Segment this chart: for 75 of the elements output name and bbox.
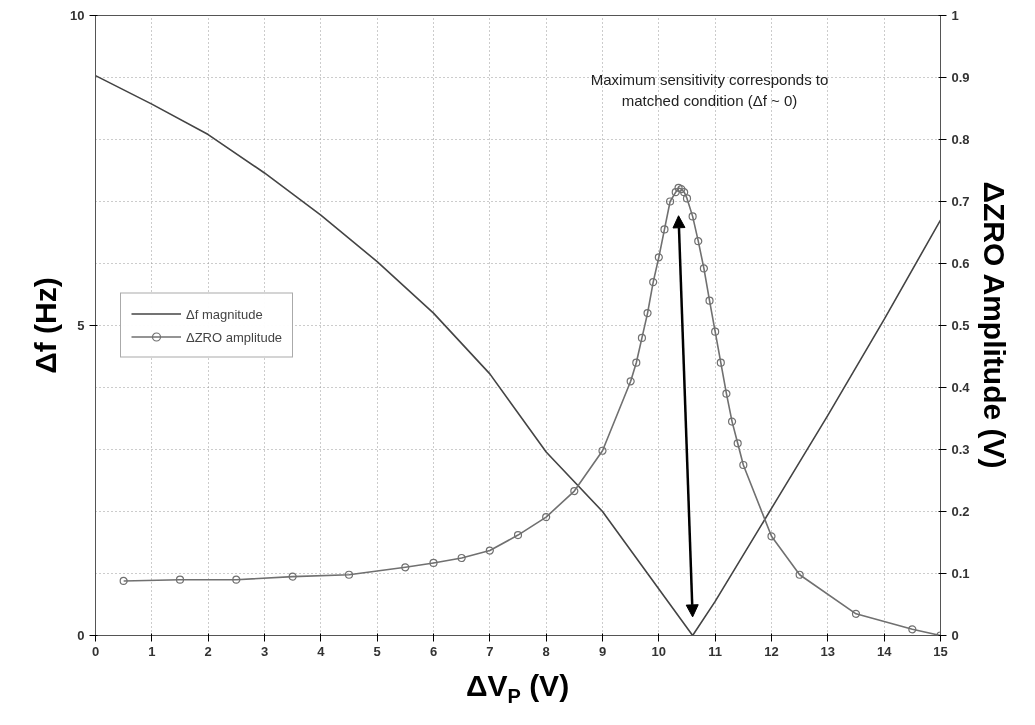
x-tick-label: 3 — [260, 643, 269, 659]
point — [666, 197, 675, 206]
point — [429, 558, 438, 568]
point — [674, 183, 683, 192]
x-tick-label: 1 — [148, 643, 156, 659]
point — [632, 358, 641, 367]
x-tick-label: 9 — [598, 643, 607, 659]
y-tick-label: 10 — [70, 8, 85, 23]
x-tick-label: 10 — [651, 643, 667, 659]
point — [232, 575, 241, 584]
point — [699, 264, 708, 273]
y2-tick-label: 0 — [951, 628, 959, 643]
point — [542, 512, 551, 522]
y2-tick-label: 0.5 — [951, 318, 970, 333]
y2-tick-label: 0.6 — [951, 256, 970, 271]
x-tick-label: 15 — [933, 643, 948, 659]
y2-tick-label: 0.8 — [951, 132, 970, 147]
point — [513, 530, 523, 540]
point — [660, 225, 669, 234]
point — [851, 609, 861, 618]
legend-label: Δf magnitude — [186, 306, 263, 321]
x-tick-label: 12 — [764, 643, 779, 659]
x-tick-label: 6 — [429, 643, 438, 659]
point — [671, 188, 680, 197]
point — [795, 570, 804, 579]
y-tick-label: 0 — [77, 628, 85, 643]
annotation: Maximum sensitivity corresponds to matched condition (Δf ~ 0) — [590, 71, 829, 109]
y2-tick-label: 0.9 — [951, 70, 970, 85]
point — [694, 237, 703, 246]
y-tick-label: 5 — [77, 318, 85, 333]
point — [175, 575, 185, 584]
x-tick-label: 8 — [542, 643, 550, 659]
point — [908, 625, 917, 634]
y2-tick-label: 0.2 — [951, 504, 970, 519]
x-tick-label: 0 — [91, 643, 100, 659]
x-tick-label: 7 — [486, 643, 494, 659]
x-tick-label: 14 — [876, 643, 893, 659]
point — [119, 576, 128, 586]
point — [688, 212, 697, 221]
point — [722, 389, 731, 398]
x-tick-label: 13 — [820, 643, 836, 659]
y2-tick-label: 0.1 — [951, 566, 970, 581]
y2-tick-label: 0.7 — [951, 194, 970, 209]
point — [767, 532, 776, 541]
point — [739, 460, 748, 470]
y2-axis-title: ΔZRO Amplitude (V) — [977, 181, 1011, 469]
point — [705, 296, 714, 305]
legend-label: ΔZRO amplitude — [186, 329, 283, 344]
point — [344, 570, 354, 579]
point — [598, 446, 607, 455]
point — [401, 563, 410, 572]
x-tick-label: 4 — [317, 643, 326, 659]
point — [733, 439, 742, 448]
x-tick-label: 5 — [373, 643, 381, 659]
point — [570, 486, 579, 496]
point — [727, 417, 737, 426]
point — [288, 572, 297, 581]
x-tick-label: 2 — [204, 643, 212, 659]
point — [626, 377, 635, 386]
point — [485, 546, 494, 555]
point — [677, 185, 686, 194]
point — [643, 309, 652, 318]
y2-tick-label: 0.3 — [951, 442, 970, 457]
x-tick-label: 11 — [708, 643, 723, 659]
point — [711, 327, 720, 336]
point — [682, 194, 692, 203]
point — [654, 253, 663, 262]
y2-tick-label: 1 — [951, 8, 959, 23]
x-axis-title: ΔV$_{P}$ (V) — [464, 668, 571, 709]
point — [637, 333, 647, 342]
point — [649, 278, 658, 287]
y2-tick-label: 0.4 — [951, 380, 971, 395]
point — [716, 358, 725, 367]
y-axis-title: Δf (Hz) — [29, 277, 63, 374]
point — [457, 553, 466, 563]
